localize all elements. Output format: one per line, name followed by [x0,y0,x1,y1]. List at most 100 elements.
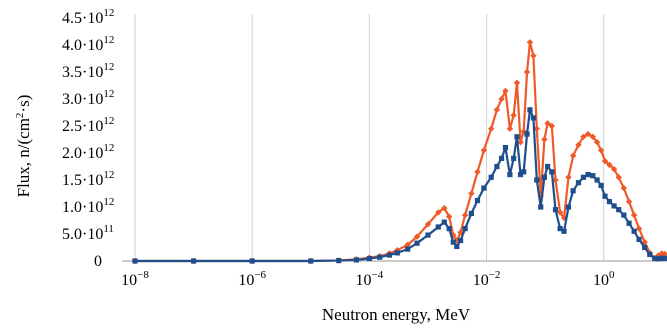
series-1-point [502,87,509,95]
x-tick-labels: 10−8 10−6 10−4 10−2 100 [121,269,615,289]
series-2-point [636,236,642,242]
series-2-point [414,240,420,246]
x-tick-exponent: −6 [254,269,266,281]
y-tick-label: 0 [94,253,102,270]
y-tick-exponent: 12 [103,88,114,100]
series-2-point [585,172,591,178]
series-1-point [544,120,551,127]
x-tick-base: 10 [593,272,609,289]
x-tick-base: 10 [238,272,254,289]
series-2-point [521,169,527,175]
series-1-point [625,198,633,205]
y-tick-exponent: 12 [103,7,114,19]
series-2-line [135,108,665,263]
series-1 [131,39,667,265]
series-2-point [474,197,481,204]
series-2-point [549,169,555,175]
y-tick-mantissa: 1.5·10 [62,172,103,189]
y-tick-mantissa: 4.5·10 [62,10,103,27]
series-2-point [462,226,468,232]
y-tick-label: 1.5·1012 [62,169,114,189]
series-2-point [502,145,509,151]
series-1-point [620,184,628,192]
series-1-point [510,112,517,119]
x-tick-label: 10−4 [356,269,384,289]
series-2-point [606,199,613,205]
series-1-point [424,221,432,228]
series-2-point [580,174,587,180]
series-1-point [474,168,481,176]
series-2-point [394,250,400,256]
series-2-point [557,226,563,232]
series-1-point [606,161,613,169]
series-1-point [445,213,453,220]
series-2-point [590,173,596,179]
x-tick-label: 10−6 [238,269,266,289]
series-2-point [626,220,632,226]
series-2-point [446,226,452,232]
series-2-point [565,204,572,210]
y-axis-title-part-1: Flux, n/(cm [14,118,33,197]
series-2-point [425,232,431,238]
series-1-point [498,95,505,103]
y-tick-exponent: 12 [103,196,114,208]
series-1-point [635,225,643,232]
x-tick-exponent: −2 [489,269,501,281]
series-1-point [584,130,592,138]
series-2-point [561,228,567,234]
series-1-point [493,106,501,113]
series-1-point [413,233,421,240]
y-tick-exponent: 11 [103,223,114,235]
x-tick-label: 10−8 [121,269,149,289]
series-2-point [336,257,342,264]
series-2-point [662,255,667,261]
series-1-point [480,147,488,154]
x-tick-exponent: −4 [372,269,384,281]
series-2-point [598,182,604,188]
series-1-point [569,152,577,159]
y-tick-mantissa: 2.5·10 [62,118,103,135]
series-2-point [616,207,622,213]
y-tick-exponent: 12 [103,142,114,154]
series-2-point [353,257,359,263]
series-2-point [441,219,447,225]
series-2-point [659,255,665,261]
y-tick-label: 4.0·1012 [62,34,114,54]
series-2-point [642,244,648,251]
series-1-point [520,128,527,135]
series-1-point [601,157,609,165]
series-2-point [481,185,487,191]
series-1-point [523,68,531,76]
y-tick-exponent: 12 [103,61,114,73]
series-2-point [544,163,551,170]
series-2-point [488,174,494,180]
series-1-point [488,125,495,132]
series-2-point [541,174,547,180]
y-tick-mantissa: 3.0·10 [62,91,103,108]
series-1-point [548,122,556,130]
x-tick-exponent: 0 [609,269,615,281]
y-axis-title: Flux, n/(cm2·s) [14,95,33,198]
series-2-point [308,258,314,264]
series-2-point [647,251,653,258]
series-1-point [593,139,601,146]
series-1-point [404,241,411,248]
series-2-point [405,246,411,252]
x-tick-label: 100 [593,269,615,289]
series-1-point [556,209,564,216]
y-tick-label: 3.0·1012 [62,88,114,108]
series-1-point [610,166,618,173]
series-1-point [597,147,605,154]
y-tick-mantissa: 0 [94,253,102,270]
series-1-point [513,79,521,86]
series-2-point [534,177,540,183]
y-tick-label: 5.0·1011 [62,223,114,243]
series-2-point [132,258,138,264]
series-2-point [530,115,537,121]
series-1-point [461,211,469,219]
series-2-point [517,172,524,178]
y-tick-mantissa: 2.0·10 [62,145,103,162]
series-1-point [533,125,541,132]
y-tick-mantissa: 4.0·10 [62,37,103,54]
